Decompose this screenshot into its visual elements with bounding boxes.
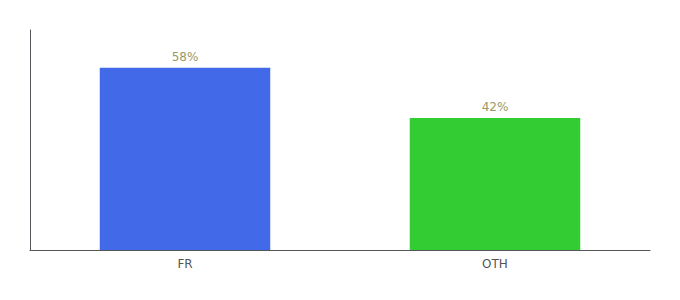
svg-text:OTH: OTH bbox=[482, 257, 508, 271]
svg-text:58%: 58% bbox=[172, 50, 199, 64]
svg-text:42%: 42% bbox=[482, 100, 509, 114]
svg-text:FR: FR bbox=[177, 257, 192, 271]
